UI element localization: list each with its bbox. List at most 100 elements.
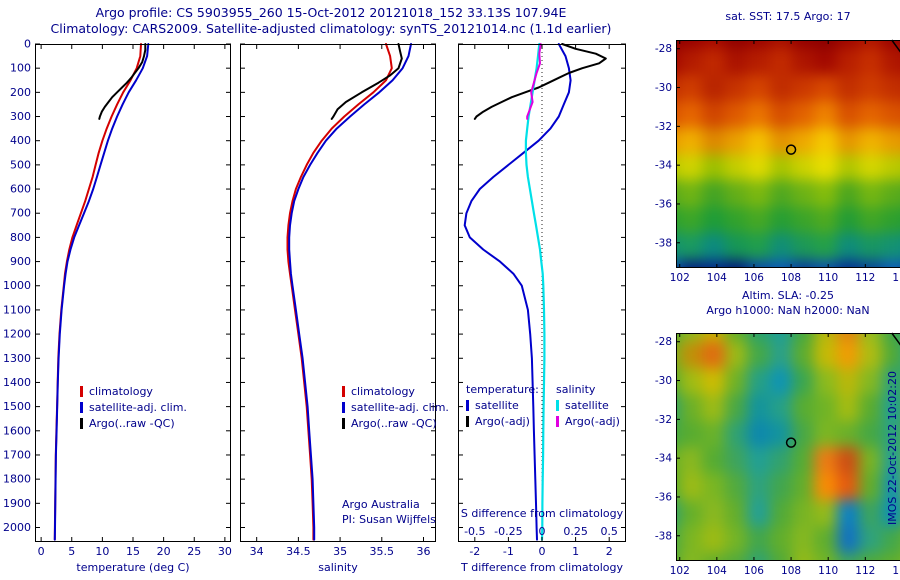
y-tick-label: 100 <box>10 62 31 75</box>
sst_map-image <box>676 40 900 268</box>
difference-legend-salinity: salinity satellite Argo(-adj) <box>556 383 620 428</box>
x-tick-label: 20 <box>157 545 171 558</box>
legend-header-salinity: salinity <box>556 383 596 396</box>
map-y-tick-label: -28 <box>655 43 672 55</box>
salinity_profile: 34 34.5 35 35.5 36 <box>240 43 436 558</box>
temperature_profile: 0 5 10 15 20 25 300100200300400500600700800900… <box>3 38 232 559</box>
map-x-tick-label: 108 <box>781 565 801 577</box>
difference-profile-chart: -2 -1 0 1 2 -0.5 -0.25 0 0.25 0.5 <box>458 42 626 558</box>
x-tick-label: 15 <box>126 545 140 558</box>
map-x-tick-label: 112 <box>855 565 875 577</box>
map-x-tick-label: 108 <box>781 272 801 284</box>
map-x-tick-label: 102 <box>670 272 690 284</box>
float-position-marker <box>785 144 797 155</box>
x-tick-label: 0 <box>38 545 45 558</box>
map-x-tick-label: 104 <box>707 565 727 577</box>
difference-legend-temperature: temperature: satellite Argo(-adj) <box>466 383 539 428</box>
temperature-legend: climatology satellite-adj. clim. Argo(..ra… <box>80 385 187 430</box>
sst-map: 102 104 106 108 110 112 114 -28 -30 -32 -34 -36 -38 <box>655 39 900 284</box>
temperature-axis-label: temperature (deg C) <box>76 561 190 574</box>
series-satellite-adj-clim- <box>53 43 150 541</box>
main-title-line2: Climatology: CARS2009. Satellite-adjuste… <box>50 21 612 36</box>
imos-watermark: IMOS 22-Oct-2012 10:02:20 <box>886 370 899 526</box>
salinity-axis-label: salinity <box>318 561 358 574</box>
y-tick-label: 300 <box>10 110 31 123</box>
x-tick-label: 5 <box>68 545 75 558</box>
series-t-argo-adj- <box>473 43 607 120</box>
legend-item: Argo(..raw -QC) <box>80 417 187 430</box>
sst-map-title: sat. SST: 17.5 Argo: 17 <box>725 10 851 23</box>
y-tick-label: 800 <box>10 231 31 244</box>
legend-item: satellite-adj. clim. <box>342 401 449 414</box>
difference_profile: -2 -1 0 1 2 -0.5 -0.25 0 0.25 0.5 <box>458 42 626 558</box>
legend-header-temperature: temperature: <box>466 383 539 396</box>
y-tick-label: 1500 <box>3 400 31 413</box>
legend-item: Argo(-adj) <box>556 415 620 428</box>
y-tick-label: 400 <box>10 134 31 147</box>
map-x-tick-label: 106 <box>744 565 764 577</box>
sst_map-overlay: 102 104 106 108 110 112 114 -28 -30 -32 -34 -36 -38 <box>655 39 900 284</box>
sla_map-overlay: 102 104 106 108 110 112 114 -28 -30 -32 -34 -36 -38 <box>655 332 900 577</box>
y-tick-label: 1600 <box>3 424 31 437</box>
series-climatology <box>53 43 142 541</box>
s-difference-axis-label: S difference from climatology <box>460 507 624 520</box>
main-title-line1: Argo profile: CS 5903955_260 15-Oct-2012… <box>95 5 567 20</box>
x-tick-label: -1 <box>503 545 514 558</box>
s-axis-tick-label: -0.5 <box>464 525 485 538</box>
y-tick-label: 900 <box>10 255 31 268</box>
y-tick-label: 1900 <box>3 497 31 510</box>
t-difference-axis-label: T difference from climatology <box>461 561 623 574</box>
coastline <box>891 332 900 346</box>
map-y-tick-label: -38 <box>655 530 672 542</box>
sla-map-title-line1: Altim. SLA: -0.25 <box>741 289 835 302</box>
map-border <box>676 40 900 268</box>
x-tick-label: 10 <box>95 545 109 558</box>
legend-item-label: satellite-adj. clim. <box>351 401 449 414</box>
s-axis-tick-label: 0.25 <box>563 525 588 538</box>
map-y-tick-label: -30 <box>655 375 672 387</box>
x-tick-label: 2 <box>606 545 613 558</box>
map-x-tick-label: 112 <box>855 272 875 284</box>
legend-item-label: satellite-adj. clim. <box>89 401 187 414</box>
x-tick-label: 35 <box>333 545 347 558</box>
series-s-argo-adj- <box>526 43 542 120</box>
legend-line-swatch <box>342 386 345 397</box>
map-x-tick-label: 114 <box>892 565 900 577</box>
temperature-profile-chart: 0 5 10 15 20 25 30 0 100 200 300 400 500 600 700 800 900… <box>3 38 232 559</box>
x-tick-label: 36 <box>416 545 430 558</box>
legend-item-label: climatology <box>89 385 153 398</box>
legend-item: satellite <box>556 399 620 412</box>
map-x-tick-label: 104 <box>707 272 727 284</box>
y-tick-label: 600 <box>10 183 31 196</box>
map-x-tick-label: 110 <box>818 565 838 577</box>
y-tick-label: 1400 <box>3 376 31 389</box>
legend-line-swatch <box>342 402 345 413</box>
series-t-satellite <box>463 43 572 541</box>
y-tick-label: 1000 <box>3 279 31 292</box>
legend-item-label: satellite <box>475 399 519 412</box>
x-tick-label: -2 <box>469 545 480 558</box>
y-tick-label: 1700 <box>3 448 31 461</box>
x-tick-label: 34 <box>250 545 264 558</box>
legend-line-swatch <box>556 416 559 427</box>
map-x-tick-label: 106 <box>744 272 764 284</box>
legend-line-swatch <box>80 402 83 413</box>
map-y-tick-label: -38 <box>655 237 672 249</box>
y-tick-label: 1200 <box>3 328 31 341</box>
y-tick-label: 2000 <box>3 521 31 534</box>
x-tick-label: 25 <box>187 545 201 558</box>
legend-line-swatch <box>556 400 559 411</box>
legend-item: climatology <box>342 385 449 398</box>
map-y-tick-label: -32 <box>655 121 672 133</box>
legend-item-label: climatology <box>351 385 415 398</box>
y-tick-label: 200 <box>10 86 31 99</box>
legend-item-label: Argo(..raw -QC) <box>89 417 175 430</box>
pi-note: PI: Susan Wijffels <box>342 513 436 526</box>
legend-item-label: Argo(..raw -QC) <box>351 417 437 430</box>
legend-item: Argo(..raw -QC) <box>342 417 449 430</box>
legend-line-swatch <box>466 400 469 411</box>
map-y-tick-label: -34 <box>655 453 672 465</box>
s-axis-tick-label: 0 <box>539 525 546 538</box>
series-argo-raw-qc- <box>98 43 147 120</box>
map-x-tick-label: 110 <box>818 272 838 284</box>
